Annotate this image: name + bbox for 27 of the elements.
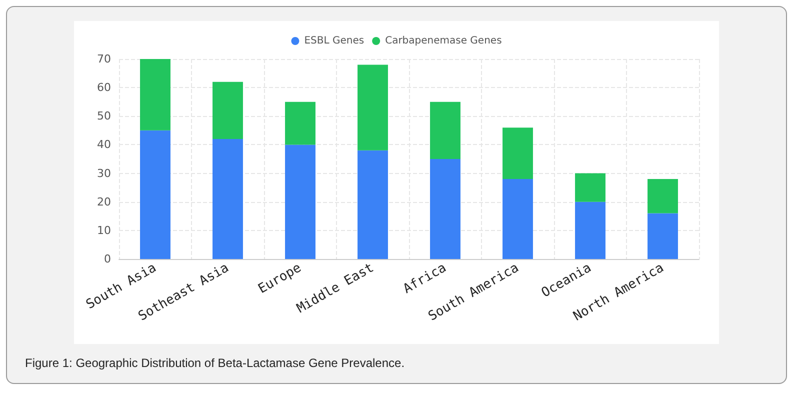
y-tick-label: 10 xyxy=(97,224,111,237)
bar xyxy=(648,213,678,259)
bar xyxy=(502,179,533,259)
legend-label: ESBL Genes xyxy=(304,36,364,46)
bar xyxy=(502,128,533,179)
bar xyxy=(140,59,170,130)
bar xyxy=(212,139,243,259)
y-tick-label: 30 xyxy=(97,166,111,180)
y-tick-label: 60 xyxy=(97,81,111,94)
y-tick-label: 50 xyxy=(97,110,111,123)
bar xyxy=(358,64,388,150)
bar xyxy=(648,179,678,214)
y-tick-label: 20 xyxy=(97,195,111,208)
bar xyxy=(140,130,170,259)
bar xyxy=(430,159,460,259)
bar xyxy=(285,102,316,145)
bar xyxy=(285,144,316,259)
bar xyxy=(575,173,606,202)
y-tick-label: 0 xyxy=(104,252,111,266)
caption: Figure 1: Geographic Distribution of Beta-Lactamase Gene Prevalence. xyxy=(25,356,405,370)
bar xyxy=(575,202,606,259)
legend-label: Carbapenemase Genes xyxy=(385,36,502,46)
y-tick-label: 40 xyxy=(97,138,111,152)
y-tick-label: 70 xyxy=(97,52,111,66)
bar xyxy=(358,150,388,259)
bar xyxy=(430,102,460,159)
bar xyxy=(212,82,243,139)
